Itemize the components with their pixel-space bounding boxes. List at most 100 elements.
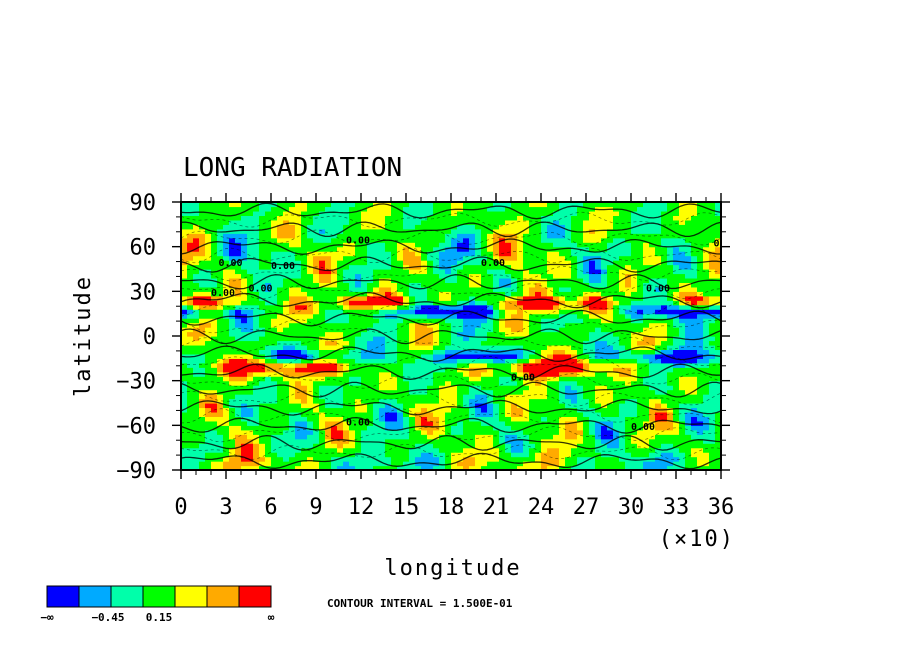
field-cell (403, 385, 410, 391)
field-cell (547, 233, 554, 239)
field-cell (391, 336, 398, 342)
field-cell (367, 465, 374, 470)
field-cell (643, 465, 650, 470)
field-cell (343, 210, 350, 216)
field-cell (223, 465, 230, 470)
field-cell (451, 465, 458, 470)
field-cell (553, 349, 560, 355)
field-cell (553, 385, 560, 391)
field-cell (271, 420, 278, 426)
field-cell (187, 465, 194, 470)
field-cell (673, 407, 680, 413)
field-cell (205, 344, 212, 350)
field-cell (253, 429, 260, 435)
field-cell (535, 425, 542, 431)
field-cell (517, 411, 524, 417)
field-cell (259, 407, 266, 413)
field-cell (445, 202, 452, 208)
field-cell (667, 255, 674, 261)
field-cell (253, 380, 260, 386)
field-cell (607, 295, 614, 301)
field-cell (385, 416, 392, 422)
field-cell (361, 215, 368, 221)
field-cell (427, 327, 434, 333)
field-cell (235, 403, 242, 409)
field-cell (517, 269, 524, 275)
field-cell (673, 286, 680, 292)
field-cell (433, 309, 440, 315)
field-cell (289, 318, 296, 324)
field-cell (193, 340, 200, 346)
field-cell (427, 429, 434, 435)
field-cell (211, 380, 218, 386)
field-cell (409, 349, 416, 355)
field-cell (637, 242, 644, 248)
field-cell (181, 242, 188, 248)
field-cell (589, 260, 596, 266)
field-cell (625, 260, 632, 266)
field-cell (457, 438, 464, 444)
field-cell (631, 371, 638, 377)
field-cell (601, 309, 608, 315)
field-cell (247, 416, 254, 422)
field-cell (379, 349, 386, 355)
field-cell (619, 251, 626, 257)
field-cell (271, 411, 278, 417)
field-cell (217, 242, 224, 248)
field-cell (235, 380, 242, 386)
field-cell (547, 371, 554, 377)
field-cell (457, 344, 464, 350)
field-cell (559, 447, 566, 453)
field-cell (331, 416, 338, 422)
field-cell (601, 313, 608, 319)
field-cell (457, 260, 464, 266)
field-cell (469, 353, 476, 359)
field-cell (415, 389, 422, 395)
field-cell (235, 407, 242, 413)
field-cell (229, 273, 236, 279)
field-cell (523, 394, 530, 400)
field-cell (457, 389, 464, 395)
field-cell (361, 251, 368, 257)
field-cell (601, 447, 608, 453)
field-cell (403, 264, 410, 270)
field-cell (355, 461, 362, 467)
field-cell (361, 411, 368, 417)
field-cell (199, 447, 206, 453)
field-cell (649, 371, 656, 377)
field-cell (475, 228, 482, 234)
field-cell (229, 224, 236, 230)
field-cell (571, 269, 578, 275)
field-cell (445, 456, 452, 462)
field-cell (217, 291, 224, 297)
field-cell (271, 322, 278, 328)
field-cell (217, 318, 224, 324)
field-cell (283, 456, 290, 462)
field-cell (649, 447, 656, 453)
field-cell (313, 282, 320, 288)
field-cell (661, 219, 668, 225)
field-cell (667, 443, 674, 449)
field-cell (451, 362, 458, 368)
field-cell (229, 465, 236, 470)
field-cell (265, 385, 272, 391)
field-cell (259, 416, 266, 422)
field-cell (529, 344, 536, 350)
field-cell (505, 443, 512, 449)
field-cell (601, 304, 608, 310)
field-cell (403, 407, 410, 413)
field-cell (661, 233, 668, 239)
field-cell (643, 398, 650, 404)
field-cell (247, 394, 254, 400)
field-cell (481, 246, 488, 252)
field-cell (361, 447, 368, 453)
field-cell (397, 206, 404, 212)
field-cell (523, 420, 530, 426)
field-cell (403, 344, 410, 350)
field-cell (349, 291, 356, 297)
field-cell (613, 389, 620, 395)
field-cell (481, 291, 488, 297)
field-cell (271, 389, 278, 395)
field-cell (541, 465, 548, 470)
field-cell (289, 456, 296, 462)
